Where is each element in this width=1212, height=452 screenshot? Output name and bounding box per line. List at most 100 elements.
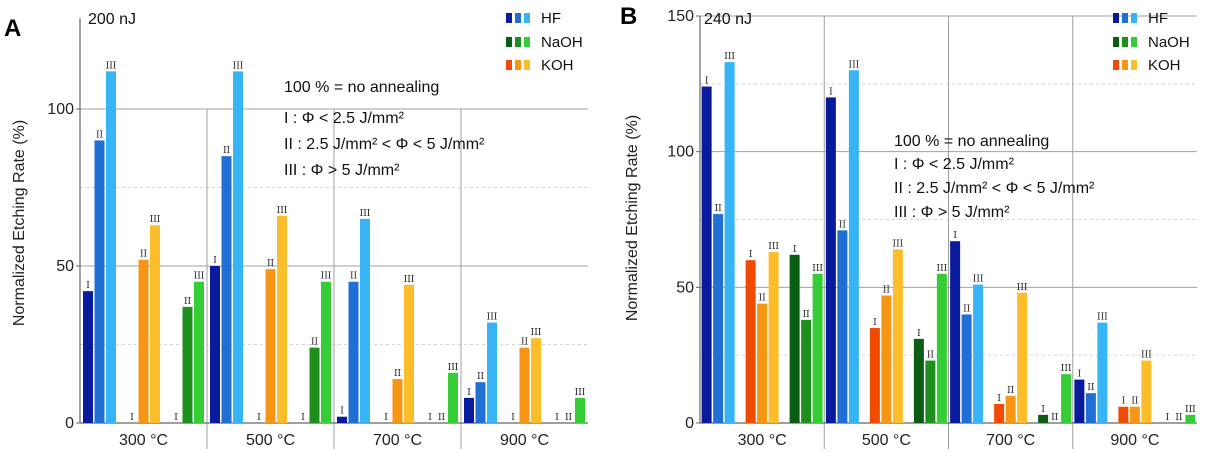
legend-label: HF	[1148, 10, 1168, 27]
annotation-fluence-i: I : Φ < 2.5 J/mm²	[894, 156, 1015, 173]
bar-fluence-label: I	[829, 87, 833, 97]
bar-naoh	[182, 306, 193, 423]
bar-hf	[1097, 322, 1108, 423]
panel-a-energy-label: 200 nJ	[88, 11, 136, 28]
bar-fluence-label: III	[1017, 283, 1028, 293]
legend-swatch	[1113, 60, 1119, 70]
bar-hf	[94, 140, 105, 423]
bar-fluence-label: I	[428, 413, 432, 423]
bar-naoh	[801, 319, 812, 423]
bar-fluence-label: II	[1051, 413, 1059, 423]
legend-item-hf: HF	[1113, 10, 1168, 27]
x-tick-label: 500 °C	[246, 432, 295, 449]
bar-koh	[1129, 406, 1140, 423]
bar-fluence-label: III	[360, 209, 371, 219]
y-tick-label: 100	[47, 101, 74, 118]
bar-fluence-label: II	[394, 369, 402, 379]
bar-naoh	[575, 397, 585, 423]
bar-fluence-label: III	[150, 215, 161, 225]
y-tick-label: 0	[65, 415, 74, 432]
bar-fluence-label: II	[140, 250, 148, 260]
panel-a-legend: HF NaOH KOH	[506, 10, 583, 74]
bar-fluence-label: I	[555, 413, 559, 423]
bar-fluence-label: III	[531, 328, 542, 338]
legend-swatch	[515, 13, 521, 23]
bar-koh	[768, 252, 779, 423]
bar-hf	[210, 266, 220, 423]
legend-item-naoh: NaOH	[506, 34, 583, 51]
bar-koh	[994, 404, 1005, 423]
bar-naoh	[1185, 414, 1196, 423]
bar-hf	[713, 214, 724, 423]
bar-koh	[277, 215, 287, 423]
bar-hf	[701, 86, 712, 424]
x-tick-label: 300 °C	[119, 432, 168, 449]
bar-fluence-label: II	[1007, 386, 1015, 396]
bar-fluence-label: I	[213, 256, 217, 266]
bar-fluence-label: III	[724, 52, 735, 62]
annotation-reference: 100 % = no annealing	[284, 79, 439, 96]
bar-hf	[337, 416, 347, 423]
annotation-fluence-ii: II : 2.5 J/mm² < Φ < 5 J/mm²	[284, 136, 485, 153]
annotation-fluence-iii: III : Φ > 5 J/mm²	[284, 162, 400, 179]
bar-fluence-label: I	[86, 281, 90, 291]
bar-fluence-label: III	[812, 264, 823, 274]
bar-naoh	[194, 281, 204, 423]
bar-fluence-label: II	[477, 372, 485, 382]
legend-swatch	[506, 60, 512, 70]
bar-naoh	[309, 347, 320, 423]
bar-koh	[404, 284, 414, 423]
panel-a-y-axis-label: Normalized Etching Rate (%)	[11, 120, 28, 326]
legend-swatch	[1131, 13, 1137, 23]
bar-fluence-label: II	[963, 304, 971, 314]
bar-fluence-label: I	[1078, 370, 1082, 380]
bar-fluence-label: I	[873, 318, 877, 328]
x-tick-label: 500 °C	[862, 432, 911, 449]
bar-hf	[848, 70, 859, 424]
bar-fluence-label: III	[973, 275, 984, 285]
legend-label: NaOH	[1148, 34, 1190, 51]
bar-koh	[265, 269, 276, 423]
legend-swatch	[1131, 60, 1137, 70]
bar-hf	[1074, 379, 1085, 423]
legend-label: NaOH	[541, 34, 583, 51]
legend-swatch	[1131, 37, 1137, 47]
bar-fluence-label: III	[194, 272, 205, 282]
bar-fluence-label: I	[257, 413, 261, 423]
y-tick-label: 150	[667, 8, 694, 25]
bar-koh	[881, 295, 892, 423]
bar-fluence-label: II	[1175, 413, 1183, 423]
bar-fluence-label: I	[384, 413, 388, 423]
annotation-fluence-ii: II : 2.5 J/mm² < Φ < 5 J/mm²	[894, 180, 1095, 197]
bar-hf	[724, 62, 735, 423]
annotation-reference: 100 % = no annealing	[894, 133, 1049, 150]
bar-fluence-label: III	[233, 61, 244, 71]
bar-naoh	[925, 360, 936, 423]
bar-fluence-label: III	[1061, 364, 1072, 374]
panel-b-annotation: 100 % = no annealing I : Φ < 2.5 J/mm² I…	[894, 133, 1095, 221]
bar-hf	[487, 322, 497, 423]
bar-koh	[531, 338, 541, 423]
bar-fluence-label: III	[404, 275, 415, 285]
bar-hf	[837, 230, 848, 423]
bar-fluence-label: II	[96, 130, 104, 140]
bar-fluence-label: I	[511, 413, 515, 423]
bar-koh	[892, 249, 903, 423]
bar-fluence-label: I	[917, 329, 921, 339]
bar-fluence-label: II	[350, 272, 358, 282]
x-tick-label: 300 °C	[738, 432, 787, 449]
bar-hf	[961, 314, 972, 423]
bar-koh	[1005, 395, 1016, 423]
bar-fluence-label: II	[927, 351, 935, 361]
bar-fluence-label: I	[953, 231, 957, 241]
bar-naoh	[812, 273, 823, 423]
bar-fluence-label: III	[893, 239, 904, 249]
bar-fluence-label: II	[839, 220, 847, 230]
bar-fluence-label: I	[1166, 413, 1170, 423]
bar-hf	[360, 218, 370, 423]
panel-b-letter: B	[620, 3, 637, 30]
bar-fluence-label: III	[1141, 351, 1152, 361]
legend-swatch	[1113, 13, 1119, 23]
legend-swatch	[1122, 37, 1128, 47]
